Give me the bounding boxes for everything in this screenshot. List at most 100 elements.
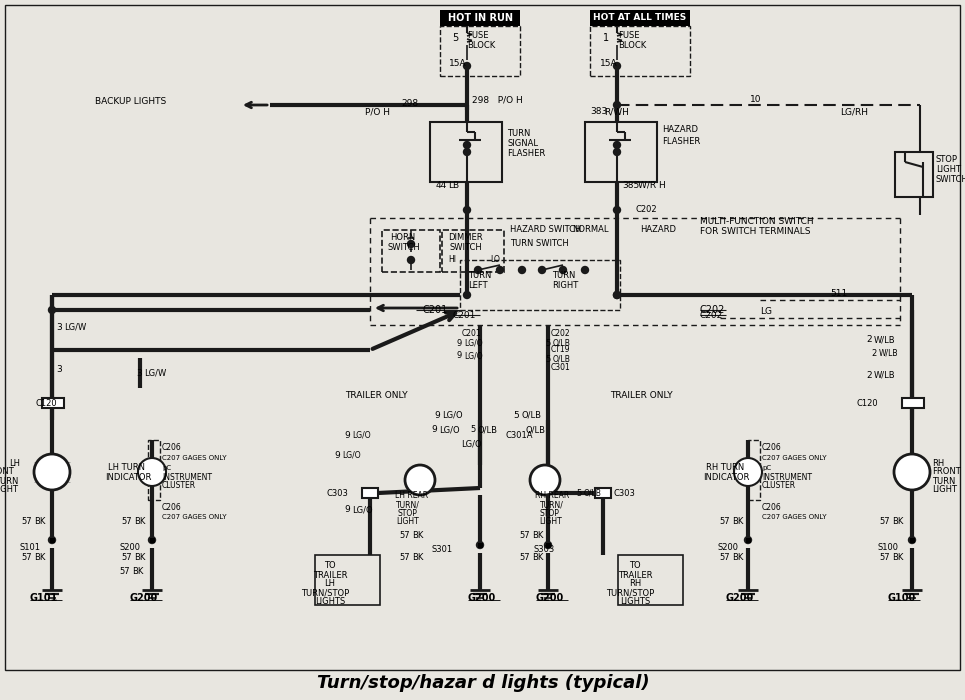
Circle shape xyxy=(518,267,526,274)
Text: P/O H: P/O H xyxy=(365,108,390,116)
Text: TRAILER ONLY: TRAILER ONLY xyxy=(345,391,407,400)
Text: LH: LH xyxy=(324,580,336,589)
Text: BK: BK xyxy=(34,517,45,526)
Text: FRONT: FRONT xyxy=(932,468,961,477)
Text: CT19: CT19 xyxy=(551,346,570,354)
Text: G200: G200 xyxy=(726,593,755,603)
Circle shape xyxy=(34,454,70,490)
Text: LIGHT: LIGHT xyxy=(932,486,957,494)
Text: CLUSTER: CLUSTER xyxy=(762,482,796,491)
Text: 57: 57 xyxy=(122,554,132,563)
Text: LH REAR: LH REAR xyxy=(395,491,428,500)
Text: 15A: 15A xyxy=(600,59,618,67)
Text: 57: 57 xyxy=(400,554,410,563)
Bar xyxy=(590,10,690,26)
Text: C202: C202 xyxy=(700,305,726,315)
Circle shape xyxy=(407,241,415,248)
Text: W/LB: W/LB xyxy=(874,370,896,379)
Text: W/LB: W/LB xyxy=(874,335,896,344)
Text: 9: 9 xyxy=(456,339,462,347)
Text: TURN SWITCH: TURN SWITCH xyxy=(510,239,568,248)
Text: 383: 383 xyxy=(590,108,607,116)
Text: TO: TO xyxy=(324,561,336,570)
Text: pC: pC xyxy=(762,465,771,471)
Text: LH TURN: LH TURN xyxy=(108,463,145,473)
Text: STOP: STOP xyxy=(540,508,560,517)
Text: BACKUP LIGHTS: BACKUP LIGHTS xyxy=(95,97,166,106)
Circle shape xyxy=(614,148,620,155)
Text: FLASHER: FLASHER xyxy=(507,150,545,158)
Text: TURN: TURN xyxy=(507,130,531,139)
Text: STOP: STOP xyxy=(397,508,417,517)
Text: 1: 1 xyxy=(603,33,609,43)
Bar xyxy=(440,10,520,26)
Text: 2: 2 xyxy=(871,349,877,358)
Circle shape xyxy=(463,206,471,214)
Bar xyxy=(430,122,502,182)
Text: BK: BK xyxy=(412,531,424,540)
Bar xyxy=(545,542,550,547)
Text: S301: S301 xyxy=(432,545,454,554)
Text: INSTRUMENT: INSTRUMENT xyxy=(162,473,212,482)
Text: TURN: TURN xyxy=(0,477,18,486)
Text: RH REAR: RH REAR xyxy=(535,491,569,500)
Text: 5: 5 xyxy=(513,410,519,419)
Text: TRAILER: TRAILER xyxy=(618,570,652,580)
Text: FLASHER: FLASHER xyxy=(662,137,701,146)
Text: BK: BK xyxy=(732,517,743,526)
Text: LG/O: LG/O xyxy=(461,440,482,449)
Text: C207 GAGES ONLY: C207 GAGES ONLY xyxy=(162,514,227,520)
Text: NORMAL: NORMAL xyxy=(571,225,608,234)
Text: LG/O: LG/O xyxy=(464,339,482,347)
Text: HAZARD: HAZARD xyxy=(640,225,676,234)
Text: C202: C202 xyxy=(700,311,723,319)
Text: SWITCH: SWITCH xyxy=(450,242,482,251)
Text: 5: 5 xyxy=(471,426,476,435)
Text: TURN: TURN xyxy=(468,270,491,279)
Text: O/LB: O/LB xyxy=(553,339,571,347)
Text: FRONT: FRONT xyxy=(0,468,14,477)
Text: 57: 57 xyxy=(719,554,730,563)
Text: LIGHTS: LIGHTS xyxy=(315,598,345,606)
Text: BK: BK xyxy=(532,531,543,540)
Circle shape xyxy=(908,536,916,543)
Text: LB: LB xyxy=(448,181,459,190)
Text: HORN: HORN xyxy=(390,234,415,242)
Circle shape xyxy=(614,206,620,214)
Text: C201: C201 xyxy=(423,305,448,315)
Text: TURN/: TURN/ xyxy=(396,500,420,510)
Text: SIGNAL: SIGNAL xyxy=(507,139,538,148)
Circle shape xyxy=(614,291,620,298)
Text: 57: 57 xyxy=(21,554,32,563)
Text: W/LB: W/LB xyxy=(879,349,898,358)
Text: STOP: STOP xyxy=(936,155,958,164)
Text: O/LB: O/LB xyxy=(584,489,602,498)
Text: TURN/STOP: TURN/STOP xyxy=(606,589,654,598)
Text: S303: S303 xyxy=(534,545,555,554)
Bar xyxy=(585,122,657,182)
Text: BK: BK xyxy=(132,568,144,577)
Bar xyxy=(440,26,520,76)
Text: TURN: TURN xyxy=(552,270,575,279)
Text: S100: S100 xyxy=(878,543,899,552)
Text: C201: C201 xyxy=(453,311,476,319)
Text: BK: BK xyxy=(732,554,743,563)
Circle shape xyxy=(477,542,483,549)
Text: C206: C206 xyxy=(162,503,181,512)
Text: 3: 3 xyxy=(136,368,142,377)
Text: BK: BK xyxy=(532,554,543,563)
Text: TRAILER ONLY: TRAILER ONLY xyxy=(610,391,673,400)
Text: BK: BK xyxy=(34,554,45,563)
Text: LIGHT: LIGHT xyxy=(539,517,562,526)
Text: C202: C202 xyxy=(551,330,570,339)
Circle shape xyxy=(544,542,552,549)
Circle shape xyxy=(149,536,155,543)
Text: FOR SWITCH TERMINALS: FOR SWITCH TERMINALS xyxy=(700,228,811,237)
Text: SWITCH: SWITCH xyxy=(388,242,421,251)
Text: HOT AT ALL TIMES: HOT AT ALL TIMES xyxy=(593,13,687,22)
Circle shape xyxy=(734,458,762,486)
Text: LG/O: LG/O xyxy=(342,451,361,459)
Text: LIGHT: LIGHT xyxy=(396,517,419,526)
Text: 57: 57 xyxy=(400,531,410,540)
Bar xyxy=(478,542,482,547)
